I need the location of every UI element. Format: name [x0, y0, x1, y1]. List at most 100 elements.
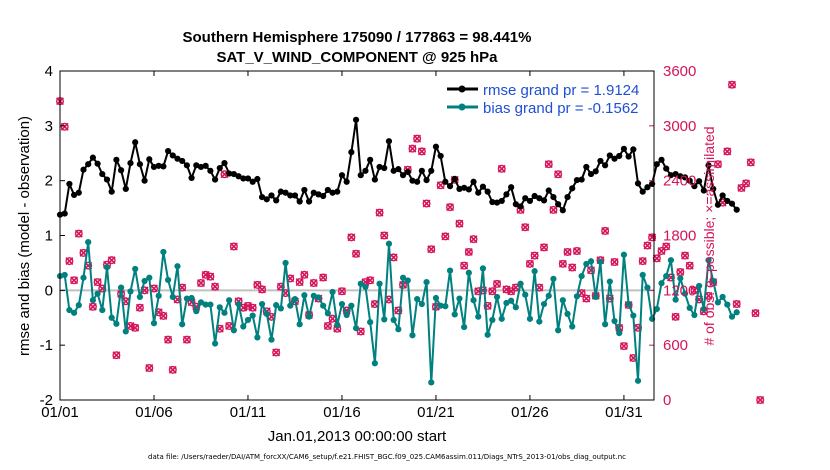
- obs-count-point: [728, 80, 737, 89]
- bias-point: [254, 334, 261, 341]
- bias-point: [555, 327, 562, 334]
- rmse-point: [174, 155, 181, 162]
- obs-count-point: [493, 279, 502, 288]
- y-tick-label: 3: [45, 118, 53, 135]
- rmse-point: [352, 116, 360, 123]
- rmse-point: [127, 160, 134, 167]
- legend-bias-label: bias grand pr = -0.1562: [483, 100, 639, 117]
- bias-point: [691, 311, 698, 319]
- bias-point: [724, 301, 731, 308]
- bias-point: [630, 312, 637, 319]
- rmse-point: [169, 152, 176, 159]
- rmse-point: [559, 207, 566, 214]
- bias-point: [625, 300, 632, 308]
- bias-point: [578, 272, 585, 280]
- bias-point: [484, 331, 491, 338]
- bias-point: [508, 297, 515, 304]
- rmse-point: [296, 198, 303, 205]
- obs-count-point: [742, 179, 751, 188]
- bias-point: [141, 277, 148, 285]
- y2-tick-label: 3000: [663, 118, 696, 135]
- rmse-point: [634, 180, 642, 187]
- rmse-point: [437, 152, 444, 160]
- rmse-point: [644, 184, 651, 191]
- bias-point: [155, 292, 162, 299]
- rmse-point: [305, 198, 313, 205]
- bias-point: [202, 301, 209, 308]
- bias-point: [597, 258, 604, 265]
- rmse-point: [597, 157, 604, 165]
- obs-count-point: [135, 303, 144, 312]
- bias-point: [658, 280, 665, 287]
- rmse-point: [691, 183, 698, 190]
- bias-point: [409, 332, 416, 339]
- obs-count-point: [164, 335, 173, 344]
- rmse-point: [399, 172, 407, 179]
- bias-point: [310, 292, 317, 299]
- obs-count-point: [74, 229, 83, 238]
- bias-point: [132, 265, 139, 273]
- obs-count-point: [713, 160, 722, 169]
- obs-count-point: [746, 158, 755, 167]
- rmse-point: [254, 175, 261, 183]
- rmse-point: [141, 177, 148, 184]
- rmse-point: [404, 168, 411, 175]
- bias-point: [127, 288, 134, 295]
- obs-count-point: [408, 144, 417, 153]
- bias-point: [550, 275, 557, 282]
- rmse-point: [724, 197, 731, 205]
- bias-point: [352, 325, 360, 332]
- rmse-point: [244, 175, 252, 182]
- bias-point: [70, 309, 78, 316]
- rmse-point: [409, 177, 416, 184]
- bias-point: [226, 297, 233, 304]
- bias-point: [263, 310, 270, 318]
- bias-point: [493, 293, 501, 301]
- rmse-point: [503, 191, 510, 198]
- bias-point: [606, 278, 613, 285]
- bias-point: [404, 277, 411, 284]
- rmse-point: [493, 199, 501, 206]
- bias-point: [540, 300, 548, 308]
- rmse-point: [301, 186, 308, 194]
- rmse-point: [479, 183, 487, 190]
- bias-point: [465, 269, 472, 276]
- rmse-point: [66, 180, 73, 188]
- rmse-point: [122, 185, 129, 192]
- obs-count-point: [549, 205, 558, 214]
- rmse-point: [620, 145, 628, 152]
- rmse-point: [592, 168, 599, 175]
- obs-count-point: [337, 287, 346, 296]
- obs-count-point: [107, 256, 116, 265]
- y2-axis-label: # of obs: o=possible; ×=assimilated: [701, 126, 717, 345]
- bias-point: [733, 309, 740, 316]
- bias-point: [728, 313, 736, 320]
- bias-point: [296, 321, 303, 328]
- y2-tick-label: 1800: [663, 228, 696, 245]
- rmse-point: [136, 161, 143, 168]
- rmse-point: [277, 188, 284, 195]
- rmse-point: [550, 194, 557, 201]
- bias-point: [113, 320, 120, 327]
- rmse-point: [89, 154, 96, 161]
- bias-point: [573, 293, 581, 300]
- bias-point: [362, 283, 369, 291]
- bias-point: [338, 300, 346, 308]
- rmse-point: [235, 173, 242, 180]
- rmse-point: [103, 176, 111, 183]
- rmse-point: [61, 210, 68, 217]
- obs-count-point: [145, 364, 154, 373]
- rmse-point: [602, 162, 609, 169]
- bias-point: [526, 315, 534, 322]
- bias-point: [545, 292, 552, 299]
- obs-count-point: [182, 335, 191, 344]
- rmse-point: [334, 188, 341, 195]
- bias-point: [61, 271, 68, 279]
- rmse-point: [371, 176, 378, 183]
- bias-point: [446, 267, 454, 274]
- rmse-point: [578, 176, 585, 183]
- obs-count-point: [756, 396, 765, 405]
- obs-count-point: [60, 122, 69, 131]
- rmse-point: [414, 178, 421, 185]
- obs-count-point: [441, 232, 450, 241]
